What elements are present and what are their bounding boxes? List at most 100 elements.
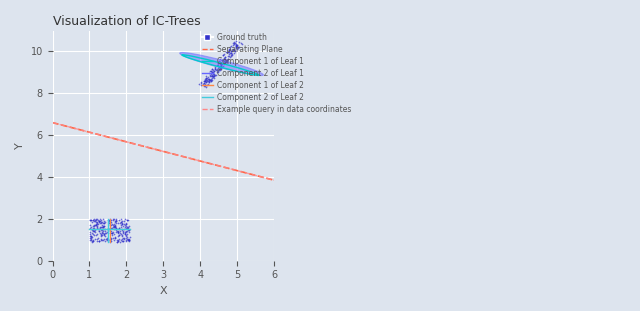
Point [198, 81, 209, 86]
Point [95, 238, 106, 243]
Point [106, 235, 116, 240]
Point [104, 221, 114, 226]
Point [95, 226, 105, 231]
Point [207, 67, 217, 72]
Point [223, 52, 234, 57]
Point [88, 237, 98, 242]
Point [229, 48, 239, 53]
Point [97, 226, 108, 231]
Point [117, 221, 127, 226]
Point [118, 235, 128, 240]
Point [216, 63, 226, 67]
Point [104, 229, 115, 234]
Point [116, 234, 127, 239]
Point [218, 53, 228, 58]
Point [110, 225, 120, 230]
Point [207, 70, 218, 75]
Point [125, 234, 135, 239]
Point [221, 59, 231, 64]
Point [225, 47, 235, 52]
Point [212, 69, 223, 74]
Point [111, 218, 121, 223]
Point [111, 220, 122, 225]
Point [124, 237, 134, 242]
Point [224, 46, 234, 51]
Point [114, 218, 124, 223]
Point [115, 229, 125, 234]
Point [215, 65, 225, 70]
Point [95, 230, 105, 235]
Point [202, 79, 212, 84]
Point [231, 42, 241, 47]
Point [97, 230, 107, 235]
Point [105, 218, 115, 223]
Point [232, 44, 243, 49]
Point [224, 48, 234, 53]
Point [200, 79, 210, 84]
Point [92, 226, 102, 231]
Point [90, 217, 100, 222]
Point [88, 227, 98, 232]
Point [116, 220, 126, 225]
Point [89, 225, 99, 230]
Point [200, 79, 210, 84]
Point [113, 220, 123, 225]
Point [86, 237, 96, 242]
Point [91, 232, 101, 237]
Point [96, 218, 106, 223]
Point [118, 229, 128, 234]
Point [90, 223, 100, 228]
Point [110, 225, 120, 230]
Point [200, 79, 211, 84]
Point [201, 74, 211, 79]
Point [202, 77, 212, 82]
Point [103, 238, 113, 243]
Point [196, 81, 206, 86]
Point [109, 224, 119, 229]
Point [97, 225, 108, 230]
Point [98, 217, 108, 222]
Point [211, 68, 221, 73]
Point [214, 59, 225, 64]
Point [231, 45, 241, 50]
Point [86, 234, 96, 239]
Point [221, 58, 231, 63]
Point [212, 66, 222, 71]
Point [109, 225, 119, 230]
Point [123, 238, 133, 243]
Point [119, 236, 129, 241]
Point [88, 239, 98, 244]
Point [120, 217, 131, 222]
Point [214, 59, 224, 64]
Point [114, 233, 124, 238]
Point [218, 52, 228, 57]
Point [96, 220, 106, 225]
Point [217, 57, 227, 62]
Point [111, 227, 121, 232]
Point [97, 223, 108, 228]
Point [225, 55, 235, 60]
Point [217, 58, 227, 63]
Point [122, 231, 132, 236]
Point [108, 216, 118, 221]
Point [94, 229, 104, 234]
Point [109, 223, 120, 228]
Point [99, 221, 109, 226]
Point [108, 230, 118, 235]
Point [85, 229, 95, 234]
Point [202, 78, 212, 83]
Point [221, 59, 232, 64]
Point [113, 229, 123, 234]
Point [92, 225, 102, 230]
Point [100, 230, 110, 235]
Point [88, 217, 98, 222]
Point [102, 230, 112, 234]
Point [123, 227, 133, 232]
Point [106, 239, 116, 244]
Point [124, 228, 134, 233]
Point [122, 217, 132, 222]
Point [204, 80, 214, 85]
Point [100, 220, 110, 225]
Point [220, 55, 230, 60]
Point [203, 75, 213, 80]
